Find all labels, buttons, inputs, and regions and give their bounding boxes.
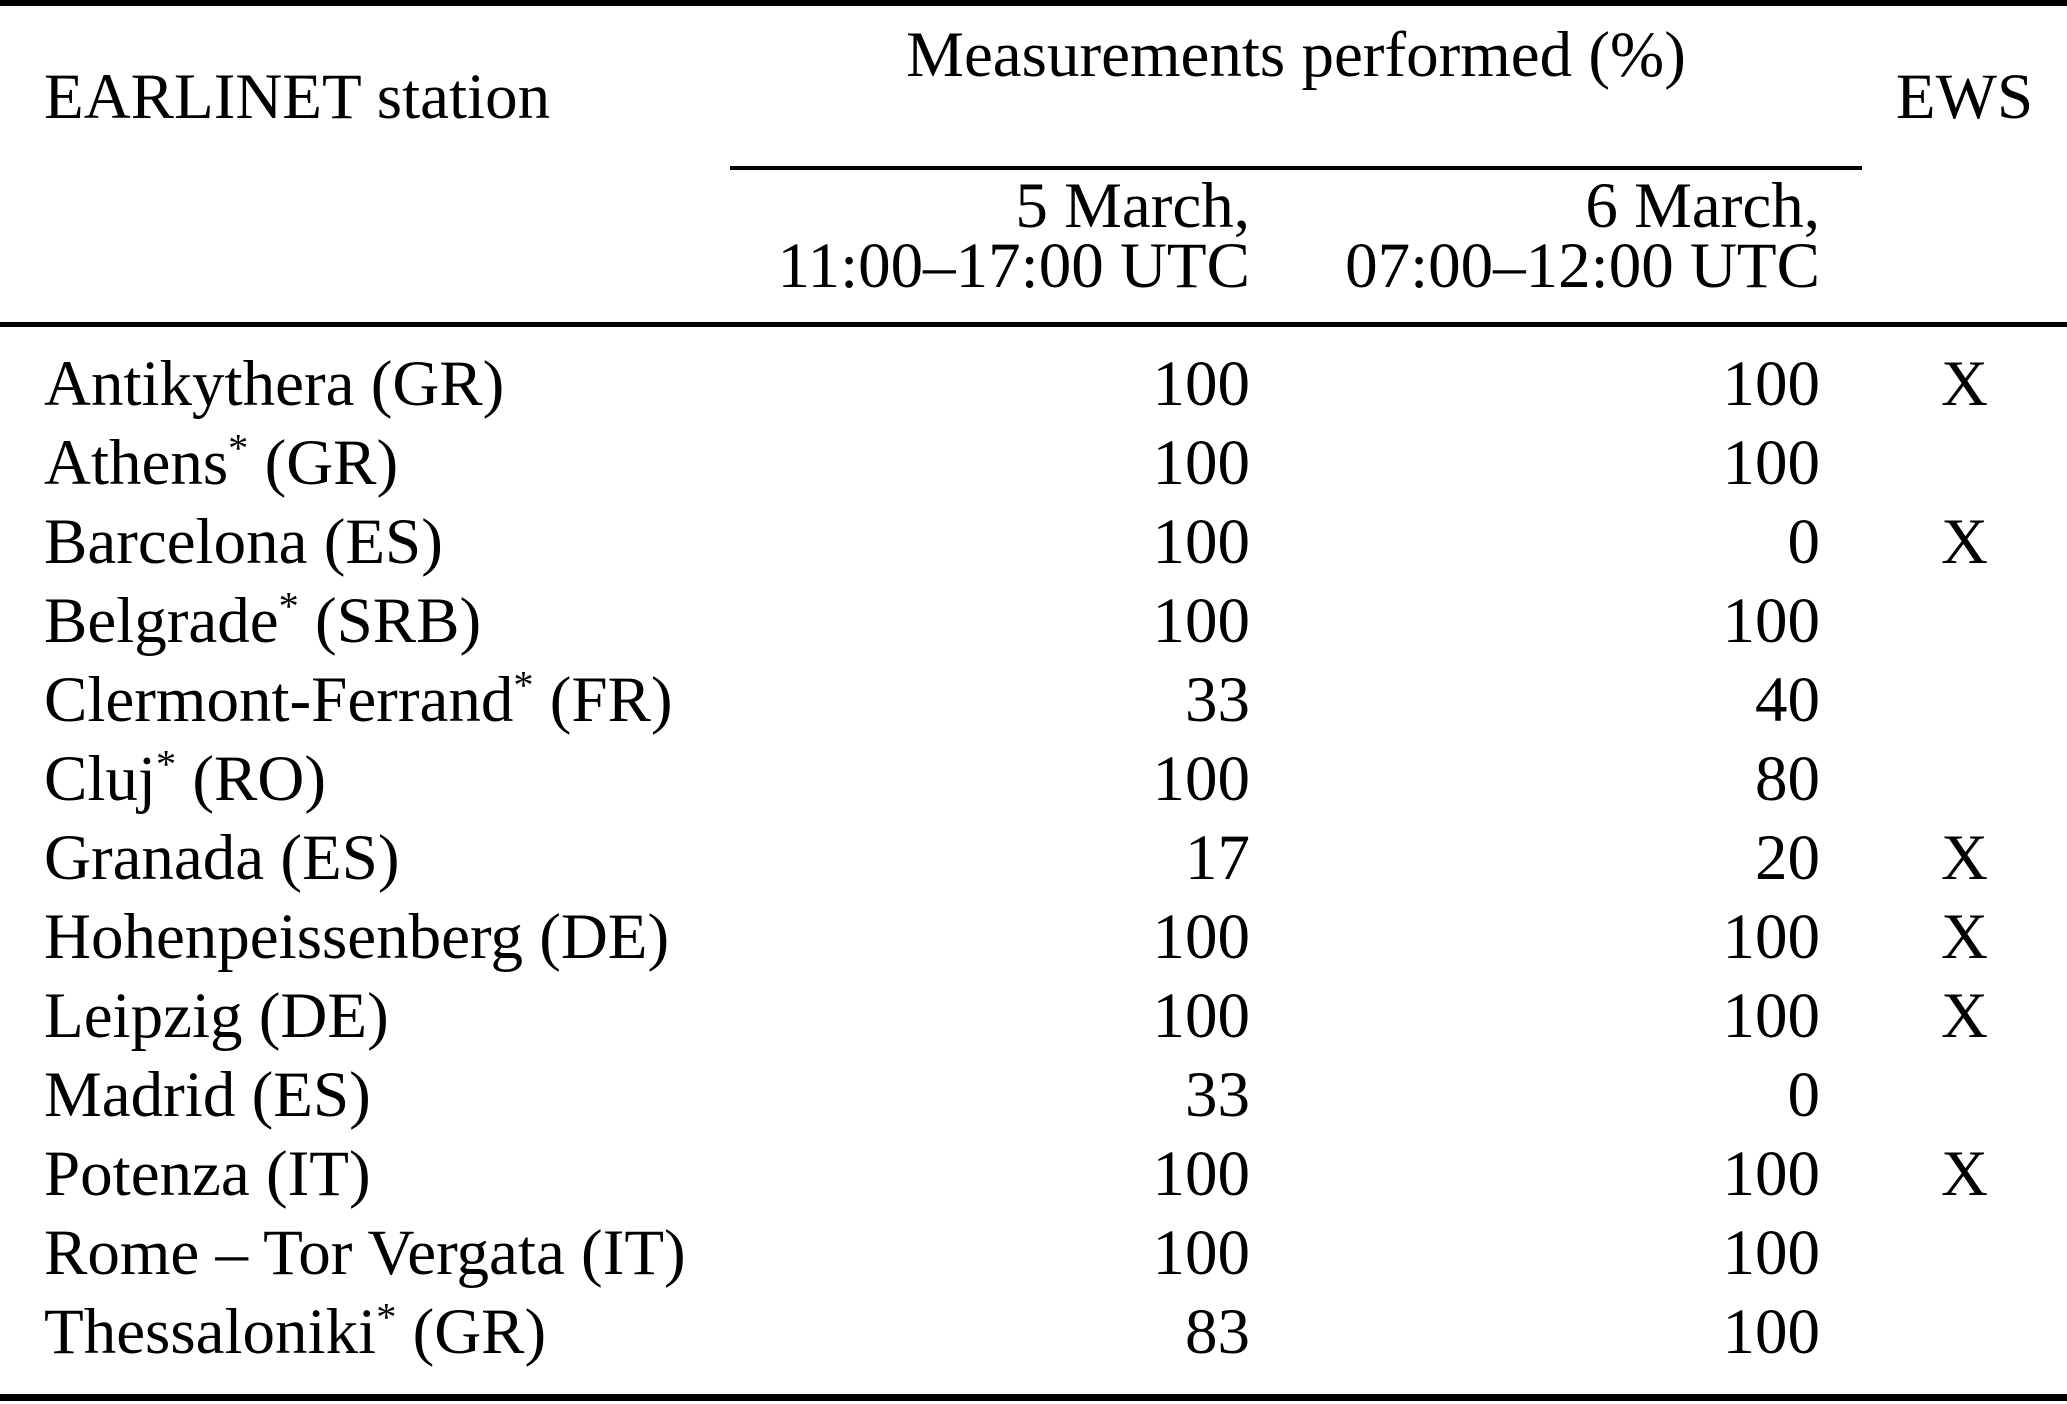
station-cell: Antikythera (GR) xyxy=(44,347,505,420)
footnote-asterisk: * xyxy=(278,582,299,628)
footnote-asterisk: * xyxy=(155,740,177,786)
march5-value-cell: 100 xyxy=(1152,979,1251,1052)
table-row: Athens* (GR) 100 100 xyxy=(0,424,2067,503)
header-measurements-group: Measurements performed (%) xyxy=(730,3,1862,170)
march6-value-cell: 80 xyxy=(1755,742,1820,815)
ews-cell xyxy=(1862,424,2067,503)
ews-cell: X xyxy=(1941,505,1988,578)
march6-value-cell: 100 xyxy=(1722,979,1821,1052)
march6-value-cell: 0 xyxy=(1787,1058,1821,1131)
station-cell: Cluj* (RO) xyxy=(44,740,326,815)
march5-value-cell: 100 xyxy=(1152,426,1251,499)
footnote-asterisk: * xyxy=(228,424,249,470)
table-row: Leipzig (DE) 100 100 X xyxy=(0,977,2067,1056)
ews-cell xyxy=(1862,740,2067,819)
table-row: Rome – Tor Vergata (IT) 100 100 xyxy=(0,1214,2067,1293)
table-header: EARLINET station Measurements performed … xyxy=(0,3,2067,327)
table-row: Barcelona (ES) 100 0 X xyxy=(0,503,2067,582)
table-row: Cluj* (RO) 100 80 xyxy=(0,740,2067,819)
table-row: Granada (ES) 17 20 X xyxy=(0,819,2067,898)
header-march5-time-range: 11:00–17:00 UTC xyxy=(777,230,1250,302)
header-row-top: EARLINET station Measurements performed … xyxy=(0,3,2067,327)
station-cell: Athens* (GR) xyxy=(44,424,399,499)
march6-value-cell: 100 xyxy=(1722,347,1821,420)
ews-cell: X xyxy=(1941,821,1988,894)
station-cell: Clermont-Ferrand* (FR) xyxy=(44,661,673,736)
march5-value-cell: 83 xyxy=(1185,1295,1250,1368)
table-row: Hohenpeissenberg (DE) 100 100 X xyxy=(0,898,2067,977)
header-march6-time-range: 07:00–12:00 UTC xyxy=(1345,230,1820,302)
station-cell: Granada (ES) xyxy=(44,821,400,894)
march6-value-cell: 100 xyxy=(1722,1295,1821,1368)
header-march6-date: 6 March, xyxy=(1585,170,1820,242)
footnote-asterisk: * xyxy=(376,1293,397,1339)
march6-value-cell: 100 xyxy=(1722,584,1821,657)
table-row: Potenza (IT) 100 100 X xyxy=(0,1135,2067,1214)
ews-cell xyxy=(1862,661,2067,740)
march5-value-cell: 100 xyxy=(1152,1137,1251,1210)
station-cell: Madrid (ES) xyxy=(44,1058,371,1131)
march5-value-cell: 100 xyxy=(1152,347,1251,420)
ews-cell: X xyxy=(1941,900,1988,973)
table-row: Antikythera (GR) 100 100 X xyxy=(0,324,2067,424)
table-row: Clermont-Ferrand* (FR) 33 40 xyxy=(0,661,2067,740)
header-march5-column: 5 March, 11:00–17:00 UTC xyxy=(730,168,1262,327)
march6-value-cell: 100 xyxy=(1722,426,1821,499)
table-row: Belgrade* (SRB) 100 100 xyxy=(0,582,2067,661)
march5-value-cell: 33 xyxy=(1185,663,1250,736)
march5-value-cell: 33 xyxy=(1185,1058,1250,1131)
ews-cell: X xyxy=(1941,1137,1988,1210)
ews-cell: X xyxy=(1941,979,1988,1052)
march6-value-cell: 40 xyxy=(1755,663,1820,736)
table-row: Madrid (ES) 33 0 xyxy=(0,1056,2067,1135)
march6-value-cell: 100 xyxy=(1722,900,1821,973)
header-march5-date: 5 March, xyxy=(1015,170,1250,242)
march6-value-cell: 100 xyxy=(1722,1137,1821,1210)
ews-cell: X xyxy=(1941,347,1988,420)
header-ews-column: EWS xyxy=(1862,3,2067,327)
ews-cell xyxy=(1862,1293,2067,1398)
footnote-asterisk: * xyxy=(513,661,534,707)
march5-value-cell: 100 xyxy=(1152,584,1251,657)
station-cell: Rome – Tor Vergata (IT) xyxy=(44,1216,686,1289)
ews-cell xyxy=(1862,582,2067,661)
station-cell: Leipzig (DE) xyxy=(44,979,389,1052)
ews-cell xyxy=(1862,1214,2067,1293)
ews-cell xyxy=(1862,1056,2067,1135)
header-march6-column: 6 March, 07:00–12:00 UTC xyxy=(1262,168,1862,327)
station-cell: Thessaloniki* (GR) xyxy=(44,1293,547,1368)
march5-value-cell: 100 xyxy=(1152,1216,1251,1289)
march6-value-cell: 100 xyxy=(1722,1216,1821,1289)
march5-value-cell: 100 xyxy=(1152,505,1251,578)
header-row-dates: 5 March, 11:00–17:00 UTC 6 March, 07:00–… xyxy=(0,168,2067,327)
march6-value-cell: 0 xyxy=(1787,505,1821,578)
march5-value-cell: 17 xyxy=(1185,821,1250,894)
station-cell: Belgrade* (SRB) xyxy=(44,582,482,657)
table-row: Thessaloniki* (GR) 83 100 xyxy=(0,1293,2067,1398)
station-cell: Hohenpeissenberg (DE) xyxy=(44,900,670,973)
station-cell: Potenza (IT) xyxy=(44,1137,371,1210)
header-station-column: EARLINET station xyxy=(0,3,730,327)
march5-value-cell: 100 xyxy=(1152,900,1251,973)
table-body: Antikythera (GR) 100 100 X Athens* (GR) 100 10… xyxy=(0,324,2067,1397)
march5-value-cell: 100 xyxy=(1152,742,1251,815)
station-cell: Barcelona (ES) xyxy=(44,505,443,578)
march6-value-cell: 20 xyxy=(1755,821,1820,894)
